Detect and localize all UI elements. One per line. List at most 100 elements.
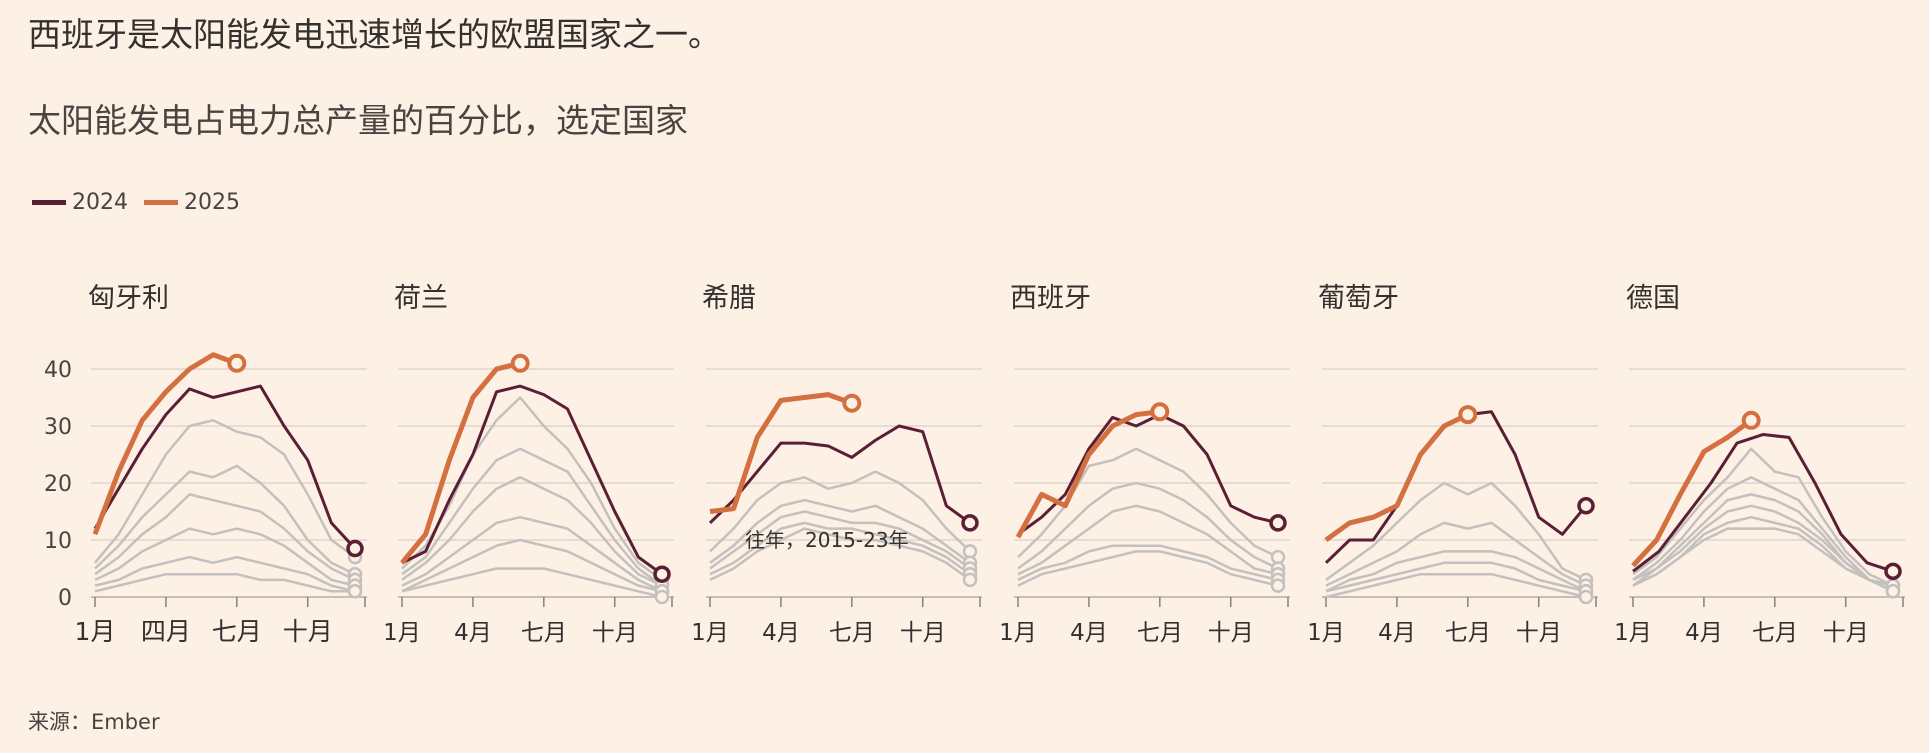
past-year-line [709, 521, 971, 576]
past-year-end-marker [654, 589, 670, 605]
x-tick-label: 七月 [521, 620, 567, 646]
series-2024-line [93, 384, 357, 550]
x-tick-label: 1月 [383, 620, 421, 646]
y-tick-label: 30 [44, 415, 72, 440]
series-2025-end-marker [510, 353, 530, 373]
x-tick-label: 七月 [212, 617, 262, 646]
panel-title-greece: 希腊 [702, 283, 756, 314]
past-year-line [94, 464, 356, 576]
series-2025-line [1324, 412, 1469, 543]
x-tick-label: 十月 [900, 620, 946, 646]
x-tick-label: 七月 [1137, 620, 1183, 646]
panel-title-portugal: 葡萄牙 [1318, 283, 1399, 314]
x-tick-label: 4月 [1070, 620, 1108, 646]
x-tick-label: 四月 [141, 617, 191, 646]
series-2025-line [400, 360, 521, 565]
past-year-line [401, 476, 663, 587]
past-year-line [1017, 481, 1279, 570]
x-tick-label: 十月 [1823, 620, 1869, 646]
past-year-line [94, 572, 355, 593]
past-year-line [709, 470, 971, 553]
x-tick-label: 1月 [75, 617, 116, 646]
series-2024-end-marker [653, 565, 671, 583]
x-tick-label: 1月 [999, 620, 1037, 646]
y-tick-label: 40 [44, 358, 72, 383]
legend-label-2024: 2024 [72, 190, 128, 215]
series-2024-end-marker [1269, 514, 1287, 532]
past-year-line [709, 510, 971, 570]
series-2025-line [1631, 418, 1753, 568]
past-year-line [1325, 521, 1587, 587]
series-2025-line [92, 352, 238, 536]
past-year-line [1632, 527, 1894, 593]
past-year-line [94, 555, 356, 593]
y-tick-label: 0 [58, 586, 72, 611]
past-year-end-marker [1270, 578, 1286, 593]
past-year-line [1017, 504, 1279, 576]
past-year-line [1017, 544, 1279, 582]
past-year-end-marker [1885, 584, 1901, 599]
series-2025-line [709, 392, 853, 514]
x-tick-label: 4月 [454, 620, 492, 646]
past-year-line [1632, 447, 1894, 587]
past-year-end-marker [347, 584, 363, 599]
x-tick-label: 七月 [1445, 620, 1491, 646]
past-year-line [401, 515, 663, 593]
past-year-end-marker [962, 572, 978, 588]
series-2025-end-marker [1150, 402, 1170, 422]
series-2024-line [401, 384, 663, 576]
past-year-line [1017, 550, 1279, 587]
past-year-line [1017, 447, 1279, 559]
series-2025-end-marker [1741, 410, 1761, 430]
chart-title: 西班牙是太阳能发电迅速增长的欧盟国家之一。 [28, 15, 721, 54]
legend-item-2024: 2024 [32, 190, 128, 215]
x-tick-label: 十月 [283, 617, 333, 646]
x-tick-label: 4月 [1685, 620, 1723, 646]
x-tick-label: 十月 [1516, 620, 1562, 646]
x-tick-label: 1月 [1614, 620, 1652, 646]
series-2025-end-marker [1458, 405, 1478, 425]
legend-item-2025: 2025 [144, 190, 240, 215]
y-tick-label: 10 [44, 529, 72, 554]
series-2025-end-marker [842, 393, 862, 413]
x-tick-label: 十月 [592, 620, 638, 646]
past-year-line [709, 498, 971, 564]
series-2024-line [708, 424, 971, 525]
x-tick-label: 4月 [762, 620, 800, 646]
source-note: 来源：Ember [28, 710, 160, 734]
legend-swatch-2024 [32, 200, 66, 205]
series-2024-line [1632, 433, 1894, 573]
legend-label-2025: 2025 [184, 190, 240, 215]
past-year-line [94, 493, 356, 582]
past-years-annotation: 往年，2015-23年 [745, 528, 909, 552]
panel-title-hungary: 匈牙利 [88, 283, 169, 314]
x-tick-label: 1月 [1307, 620, 1345, 646]
past-year-line [1632, 476, 1894, 587]
past-year-end-marker [1578, 589, 1594, 605]
panel-title-germany: 德国 [1626, 283, 1680, 314]
past-year-line [1632, 504, 1894, 593]
legend: 2024 2025 [32, 190, 256, 215]
series-2024-end-marker [1884, 562, 1902, 581]
past-year-line [1325, 550, 1587, 593]
past-year-line [401, 396, 663, 581]
past-year-line [1325, 561, 1587, 593]
x-tick-label: 七月 [1752, 620, 1798, 646]
past-year-line [709, 527, 971, 582]
legend-swatch-2025 [144, 200, 178, 205]
past-year-line [401, 567, 663, 599]
past-year-line [1325, 481, 1587, 582]
x-tick-label: 七月 [829, 620, 875, 646]
series-2024-end-marker [961, 514, 979, 532]
series-2025-end-marker [227, 353, 247, 373]
panel-title-spain: 西班牙 [1010, 283, 1091, 314]
past-year-line [94, 419, 356, 564]
x-tick-label: 1月 [691, 620, 729, 646]
chart-subtitle: 太阳能发电占电力总产量的百分比，选定国家 [28, 101, 688, 140]
past-year-line [1325, 572, 1587, 599]
past-year-line [401, 538, 663, 593]
series-2024-line [1017, 413, 1279, 536]
series-2024-end-marker [1577, 497, 1595, 515]
past-year-line [94, 527, 356, 587]
